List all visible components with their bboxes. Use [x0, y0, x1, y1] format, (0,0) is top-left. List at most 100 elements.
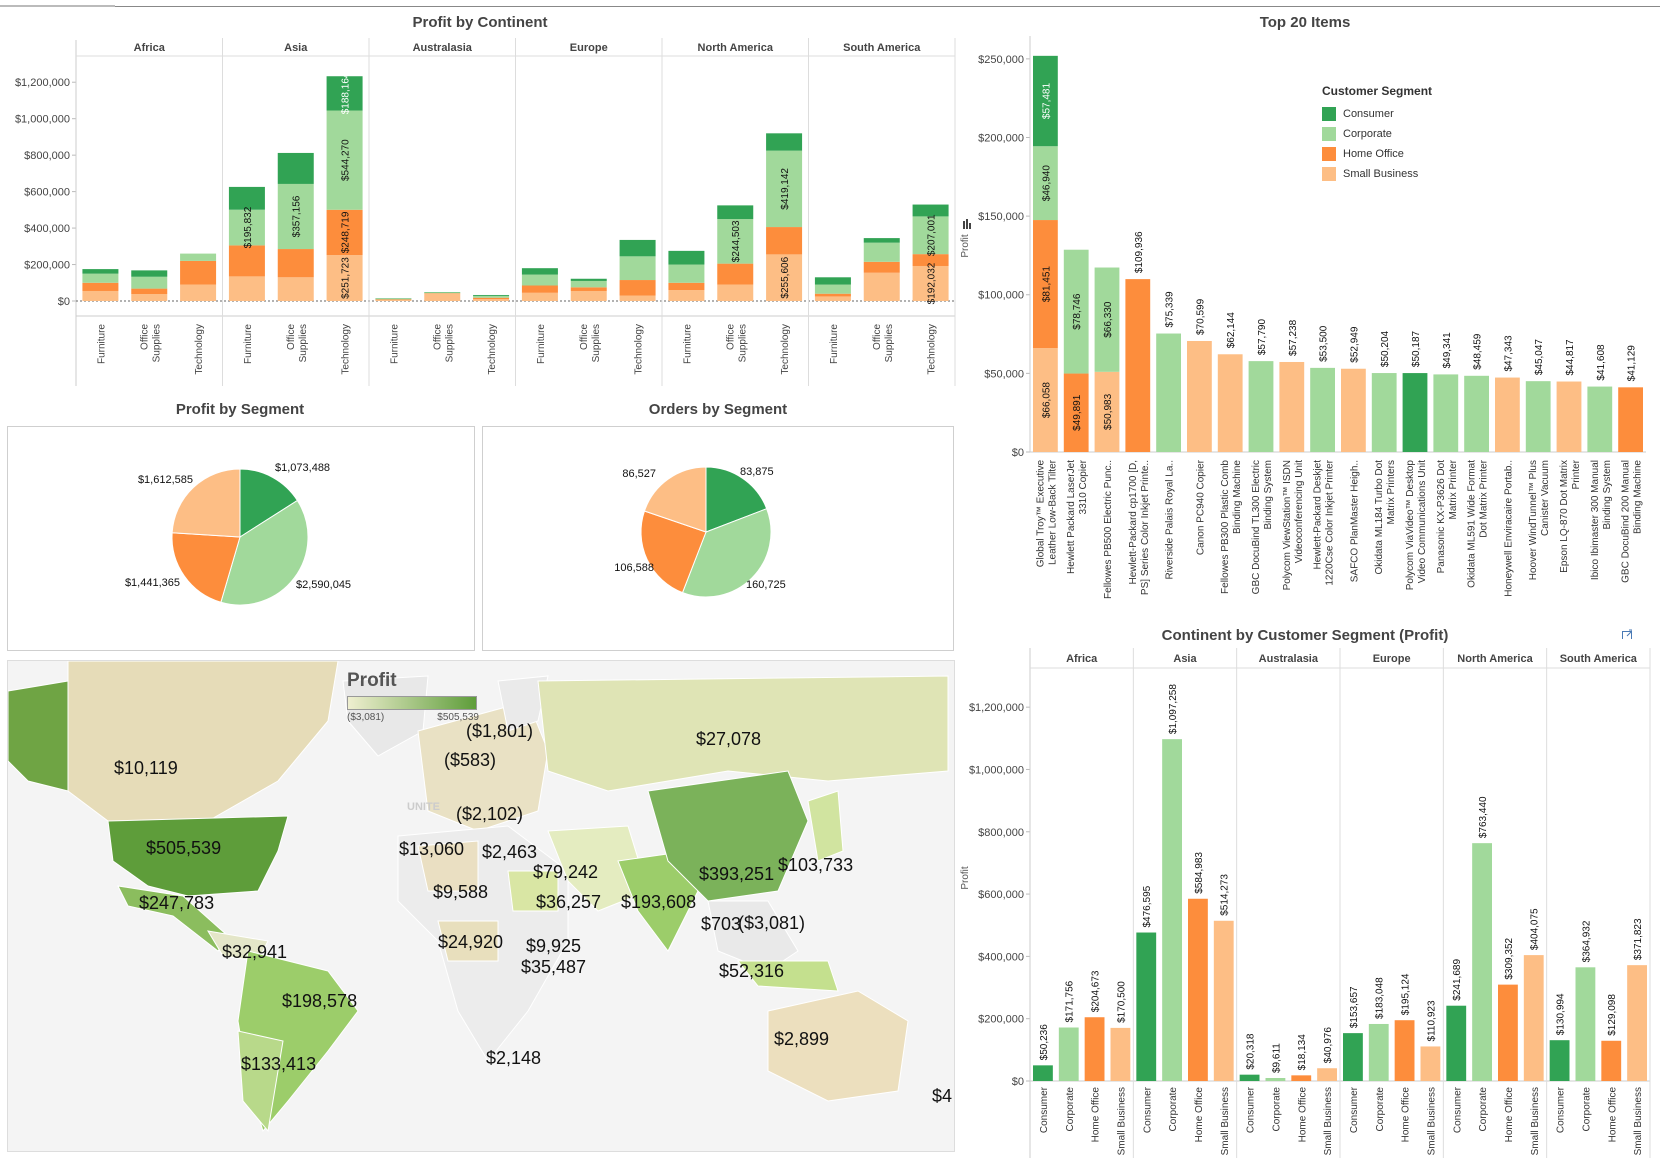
category-label: 1220Cse Color Inkjet Printer	[1325, 459, 1336, 585]
bar-segment	[521, 268, 558, 275]
data-label: $44,817	[1565, 339, 1576, 376]
map-label: $2,899	[774, 1029, 830, 1049]
category-label: Small Business	[1323, 1087, 1334, 1155]
bar-segment	[1464, 375, 1489, 452]
bar-segment	[131, 294, 168, 301]
data-label: $81,451	[1041, 266, 1052, 303]
top20-chart[interactable]: $0 $50,000 $100,000 $150,000 $200,000 $250,00…	[960, 36, 1660, 616]
legend-item-small-business[interactable]: Small Business	[1322, 164, 1432, 184]
category-label: Corporate	[1168, 1087, 1179, 1132]
bar	[1110, 1027, 1131, 1081]
bar-segment	[1033, 348, 1058, 452]
map-label: $133,413	[241, 1054, 317, 1074]
y-tick-label: $800,000	[24, 150, 70, 162]
customer-segment-legend[interactable]: Customer Segment Consumer Corporate Home…	[1322, 84, 1432, 184]
bar	[1446, 1005, 1467, 1081]
bar-segment	[277, 277, 314, 301]
bar-segment	[1310, 367, 1335, 452]
bar-segment	[1217, 354, 1243, 452]
category-label: Small Business	[1426, 1087, 1437, 1155]
pie-label: $1,612,585	[138, 474, 193, 486]
y-tick-label: $400,000	[24, 223, 70, 235]
bar-segment	[277, 249, 314, 278]
data-label: $207,001	[927, 214, 938, 256]
legend-swatch	[1322, 107, 1336, 121]
category-label: Epson LQ-870 Dot Matrix	[1559, 460, 1570, 573]
data-label: $50,983	[1103, 393, 1114, 430]
y-tick-label: $600,000	[24, 187, 70, 199]
orders-by-segment-pie[interactable]: 83,875 160,725 106,588 86,527	[483, 427, 953, 650]
data-label: $49,891	[1072, 394, 1083, 431]
data-label: $62,144	[1226, 312, 1237, 349]
category-label: Binding Machine	[1232, 460, 1243, 534]
bar-segment	[1587, 386, 1613, 452]
popout-icon[interactable]	[1622, 629, 1632, 639]
bar-segment	[766, 133, 803, 151]
category-label: 3310 Copier	[1078, 459, 1089, 514]
data-label: $404,075	[1530, 908, 1541, 950]
bar	[1549, 1040, 1570, 1081]
continent-by-segment-chart[interactable]: $0 $200,000 $400,000 $600,000 $800,000 $1,000…	[960, 648, 1660, 1160]
profit-world-map[interactable]: $10,119 $505,539 $247,783 $32,941 $198,5…	[7, 660, 955, 1152]
map-label: $2,148	[486, 1048, 542, 1068]
group-header: Australasia	[1259, 653, 1319, 665]
bar	[1136, 932, 1157, 1081]
data-label: $357,156	[292, 195, 303, 237]
data-label: $57,481	[1041, 83, 1052, 120]
map-label: $10,119	[114, 758, 178, 778]
data-label: $419,142	[780, 168, 791, 210]
group-header: Africa	[1066, 653, 1098, 665]
pie-slice	[681, 508, 772, 598]
legend-item-consumer[interactable]: Consumer	[1322, 104, 1432, 124]
bar	[1265, 1078, 1286, 1081]
category-label: Supplies	[884, 324, 895, 362]
profit-by-continent-chart[interactable]: $0 $200,000 $400,000 $600,000 $800,000 $1,000…	[0, 36, 960, 396]
data-label: $57,238	[1288, 319, 1299, 356]
data-label: $153,657	[1349, 986, 1360, 1028]
legend-item-corporate[interactable]: Corporate	[1322, 124, 1432, 144]
pie-slice	[239, 468, 299, 538]
orders-by-segment-title: Orders by Segment	[648, 401, 788, 418]
data-label: $544,270	[341, 139, 352, 181]
bar-segment	[766, 254, 803, 301]
map-label: ($1,801)	[466, 721, 534, 741]
bar-segment	[1033, 146, 1058, 221]
map-label: $198,578	[282, 991, 358, 1011]
y-axis-title: Profit	[960, 866, 971, 890]
data-label: $49,341	[1442, 332, 1453, 369]
category-label: Hewlett Packard LaserJet	[1066, 460, 1077, 574]
map-label: $9,588	[433, 882, 489, 902]
y-tick-label: $250,000	[978, 54, 1024, 66]
bar-segment	[1371, 373, 1397, 452]
data-label: $248,719	[341, 211, 352, 253]
data-label: $364,932	[1581, 920, 1592, 962]
category-label: Binding System	[1602, 460, 1613, 529]
legend-label: Home Office	[1343, 148, 1404, 160]
y-tick-label: $150,000	[978, 211, 1024, 223]
category-label: Office	[579, 324, 590, 350]
group-header: Europe	[1373, 653, 1411, 665]
bar-segment	[326, 110, 363, 210]
data-label: $255,606	[780, 256, 791, 298]
bar-segment	[912, 204, 949, 217]
y-axis-title: Profit	[960, 234, 971, 258]
group-header: North America	[698, 42, 774, 54]
bar-segment	[180, 253, 217, 261]
map-label: $703	[701, 914, 742, 934]
bar-segment	[1279, 361, 1305, 452]
legend-label: Consumer	[1343, 108, 1394, 120]
category-label: Corporate	[1581, 1087, 1592, 1132]
bar-segment	[814, 296, 851, 301]
bar-segment	[228, 276, 265, 301]
bar-segment	[570, 290, 607, 301]
category-label: Fellowes PB500 Electric Punc..	[1103, 460, 1114, 599]
map-legend-min: ($3,081)	[347, 712, 385, 723]
category-label: Office	[725, 324, 736, 350]
group-header: Asia	[284, 42, 308, 54]
y-tick-label: $1,200,000	[15, 77, 70, 89]
profit-by-segment-pie[interactable]: $1,073,488 $2,590,045 $1,441,365 $1,612,585	[8, 427, 474, 650]
legend-item-home-office[interactable]: Home Office	[1322, 144, 1432, 164]
bar	[1291, 1075, 1312, 1081]
bar-segment	[473, 299, 510, 301]
bar-segment	[375, 300, 412, 301]
